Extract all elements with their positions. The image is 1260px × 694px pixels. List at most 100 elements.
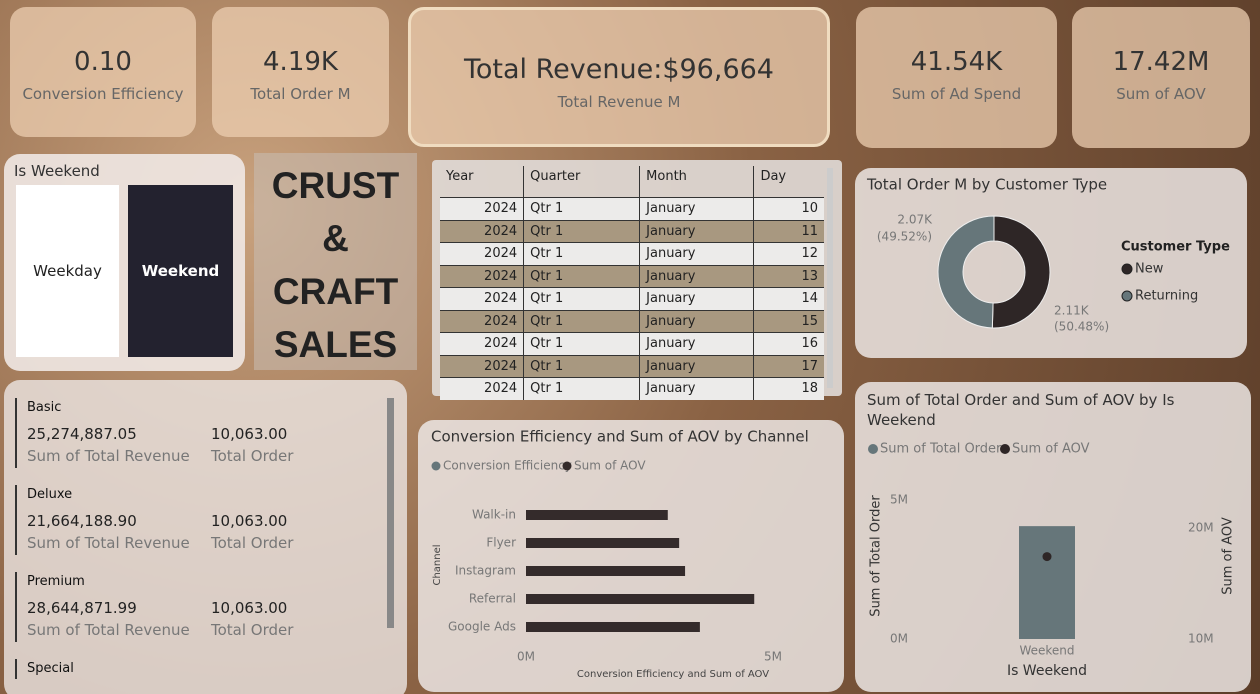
table-cell: January: [639, 197, 754, 220]
line-point: [1042, 552, 1052, 562]
kpi-card: 41.54K Sum of Ad Spend: [856, 7, 1057, 148]
y2-axis-title: Sum of AOV: [1221, 517, 1236, 595]
row-value: 10,063.00: [211, 512, 288, 530]
data-label: 2.11K: [1054, 304, 1090, 318]
logo-line: CRUST: [271, 165, 400, 206]
table-cell: 2024: [484, 201, 518, 217]
table-cell: 15: [753, 310, 824, 333]
table-cell: 2024: [484, 268, 518, 284]
kpi-value: 41.54K: [910, 47, 1003, 77]
multirow-card: Basic 25,274,887.05 Sum of Total Revenue 10…: [4, 380, 407, 694]
kpi-card: 0.10 Conversion Efficiency: [10, 7, 196, 137]
kpi-label: Total Revenue M: [557, 93, 681, 111]
table-cell: January: [639, 355, 754, 378]
table-cell: Qtr 1: [523, 287, 640, 310]
table-cell: 18: [753, 377, 824, 400]
table-cell: 2024: [484, 246, 518, 262]
y-tick-label: 5M: [890, 493, 908, 507]
row-accent: [15, 572, 17, 642]
table-cell: 2024: [484, 358, 518, 374]
table-cell: January: [639, 265, 754, 288]
x-tick-label: 5M: [764, 650, 782, 664]
table-row: 2024 Qtr 1 January 14: [440, 287, 824, 310]
bar: [526, 538, 680, 548]
y-tick-label: 0M: [890, 632, 908, 646]
table-cell: Qtr 1: [523, 332, 640, 355]
slicer-option[interactable]: Weekend: [128, 185, 233, 357]
y-tick-label: Google Ads: [448, 620, 516, 634]
legend-label: Sum of Total Order: [880, 442, 1002, 457]
bar: [526, 622, 700, 632]
table-cell: 17: [753, 355, 824, 378]
row-value: 28,644,871.99: [27, 599, 137, 617]
table-cell: Qtr 1: [523, 310, 640, 333]
y-tick-label: Instagram: [455, 564, 516, 578]
kpi-label: Total Order M: [250, 85, 351, 103]
data-label: 2.07K: [897, 213, 933, 227]
table-cell: January: [639, 332, 754, 355]
legend-marker: [1121, 290, 1133, 302]
legend-title: Customer Type: [1121, 240, 1230, 255]
scrollbar: [387, 398, 394, 628]
table-row: 2024 Qtr 1 January 10: [440, 197, 824, 220]
row-value: 10,063.00: [211, 425, 288, 443]
y2-tick-label: 20M: [1188, 520, 1214, 534]
row-name: Deluxe: [27, 487, 73, 502]
y-tick-label: Referral: [469, 592, 516, 606]
kpi-value: Total Revenue:$96,664: [464, 54, 774, 85]
table-row: 2024 Qtr 1 January 15: [440, 310, 824, 333]
table-cell: Qtr 1: [523, 242, 640, 265]
bar: [526, 594, 755, 604]
kpi-card: 4.19K Total Order M: [212, 7, 389, 137]
y-axis-title: Sum of Total Order: [869, 495, 884, 617]
x-tick-label: 0M: [517, 650, 535, 664]
table-row: 2024 Qtr 1 January 13: [440, 265, 824, 288]
table-cell: January: [639, 287, 754, 310]
table-cell: Qtr 1: [523, 197, 640, 220]
table-cell: Qtr 1: [523, 355, 640, 378]
slicer-title: Is Weekend: [14, 162, 100, 180]
legend-marker: [562, 461, 572, 471]
x-axis-title: Is Weekend: [1007, 663, 1087, 679]
legend-label: Conversion Efficiency: [443, 459, 572, 473]
logo: CRUST & CRAFT SALES: [254, 153, 417, 370]
row-label: Sum of Total Revenue: [27, 534, 190, 552]
bar: [526, 566, 686, 576]
table-cell: 11: [753, 220, 824, 243]
table-cell: Qtr 1: [523, 377, 640, 400]
y2-tick-label: 10M: [1188, 632, 1214, 646]
table-row: 2024 Qtr 1 January 11: [440, 220, 824, 243]
table-cell: January: [639, 242, 754, 265]
bar: [526, 510, 668, 520]
kpi-value: 17.42M: [1112, 47, 1210, 77]
x-tick-label: Weekend: [1019, 644, 1074, 658]
column-header: Year: [446, 169, 474, 184]
kpi-label: Sum of Ad Spend: [891, 85, 1022, 103]
y-tick-label: Flyer: [486, 536, 516, 550]
donut-slice: [991, 215, 1051, 329]
legend-label: Sum of AOV: [1012, 442, 1090, 457]
slicer-option[interactable]: Weekday: [16, 185, 119, 357]
row-name: Premium: [27, 574, 85, 589]
row-accent: [15, 659, 17, 679]
kpi-label: Conversion Efficiency: [22, 85, 184, 103]
row-label: Sum of Total Revenue: [27, 447, 190, 465]
table-cell: 2024: [484, 291, 518, 307]
table: Year Quarter Month Day 2024 Qtr 1 January 10 202…: [440, 166, 824, 400]
table-row: 2024 Qtr 1 January 18: [440, 377, 824, 400]
table-cell: 12: [753, 242, 824, 265]
row-name: Basic: [27, 400, 62, 415]
y-tick-label: Walk-in: [472, 508, 516, 522]
table-panel: Year Quarter Month Day 2024 Qtr 1 January 10 202…: [432, 160, 842, 400]
row-label: Total Order: [211, 534, 294, 552]
legend-marker: [1121, 263, 1133, 275]
table-cell: 14: [753, 287, 824, 310]
table-cell: January: [639, 310, 754, 333]
row-label: Sum of Total Revenue: [27, 621, 190, 639]
data-label: (50.48%): [1054, 320, 1109, 334]
legend-label: Returning: [1135, 289, 1198, 304]
table-row: 2024 Qtr 1 January 17: [440, 355, 824, 378]
data-label: (49.52%): [877, 230, 932, 244]
kpi-value: 0.10: [74, 47, 132, 77]
